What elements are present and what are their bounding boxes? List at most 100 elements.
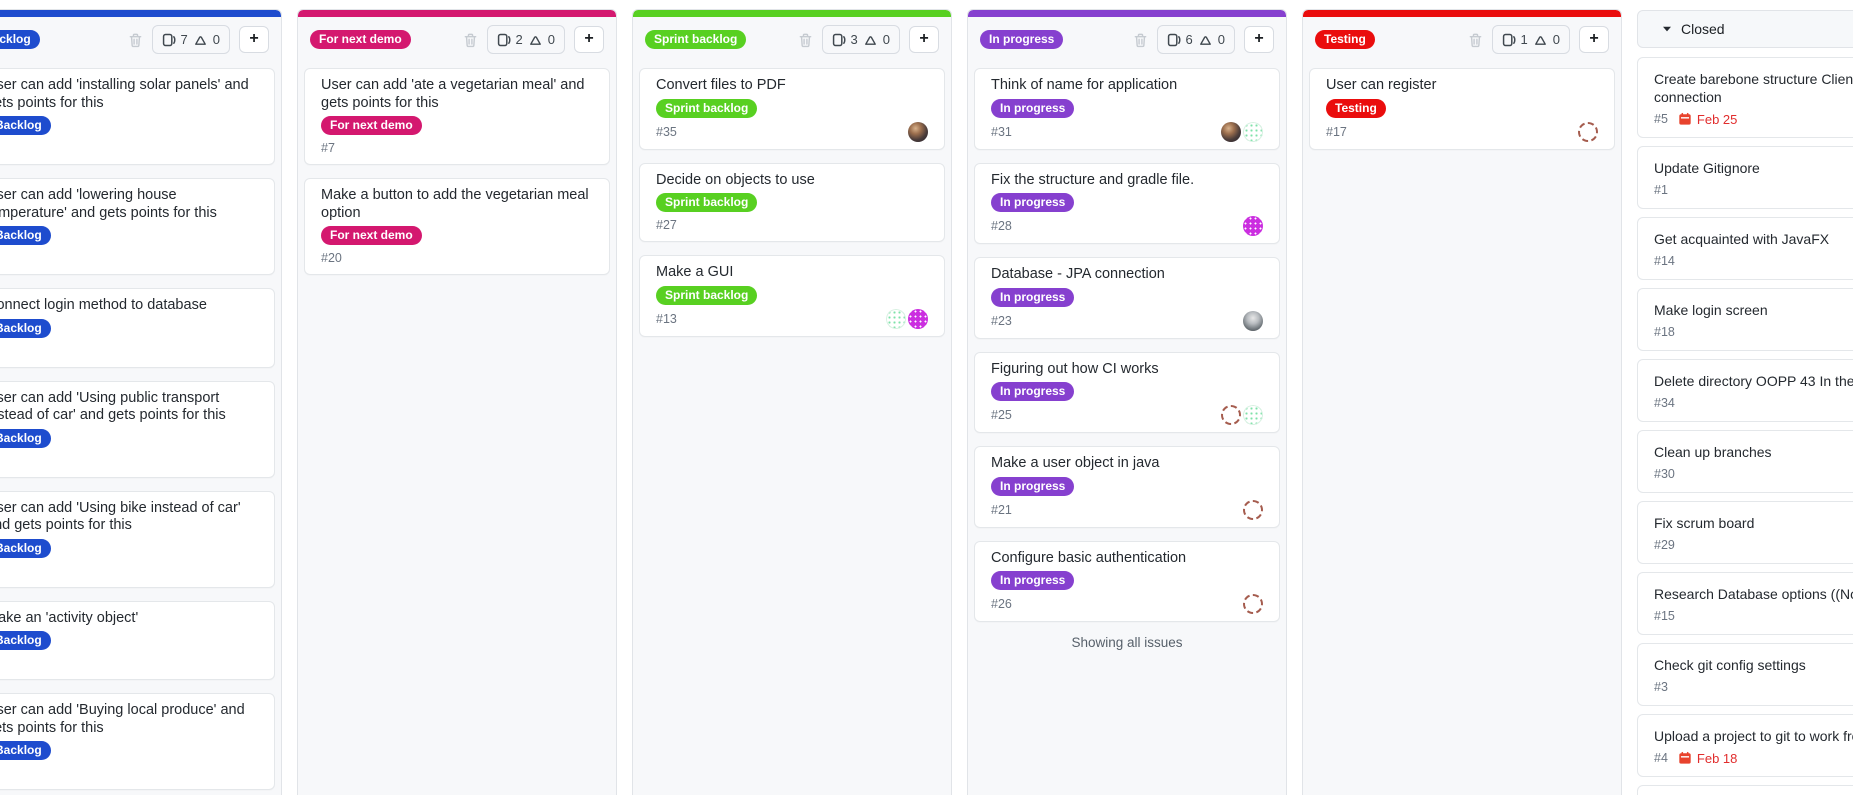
card-meta-row: #17 bbox=[1326, 121, 1598, 142]
avatar-identicon-ring[interactable] bbox=[1243, 594, 1263, 614]
card-title[interactable]: Get acquainted with JavaFX bbox=[1654, 231, 1830, 247]
avatar-identicon-green[interactable] bbox=[886, 308, 906, 329]
card-title[interactable]: Think of name for application bbox=[991, 77, 1178, 93]
due-date: Feb 25 bbox=[1678, 112, 1737, 127]
issue-label: Backlog bbox=[0, 741, 51, 760]
card-title[interactable]: Clean up branches bbox=[1654, 444, 1772, 460]
card-meta-row: #21 bbox=[991, 499, 1263, 520]
closed-column-header[interactable]: Closed bbox=[1637, 10, 1853, 48]
issue-card[interactable]: Figuring out how CI works In progress #25 bbox=[974, 351, 1280, 433]
issue-card[interactable]: Configure basic authentication In progres… bbox=[974, 540, 1280, 622]
card-count: 6 bbox=[1185, 32, 1193, 47]
closed-issue-card[interactable]: Make login screen #18 bbox=[1637, 288, 1853, 351]
issue-number: #4 bbox=[1654, 751, 1668, 765]
issue-card[interactable]: Decide on objects to use Sprint backlog #2… bbox=[639, 162, 945, 242]
issue-card[interactable]: User can add 'lowering house temperature… bbox=[0, 178, 275, 275]
issue-card[interactable]: Make a button to add the vegetarian meal… bbox=[304, 178, 610, 275]
add-card-button[interactable]: + bbox=[239, 26, 269, 53]
card-title[interactable]: Database - JPA connection bbox=[991, 266, 1165, 282]
issue-card[interactable]: Make a GUI Sprint backlog #13 bbox=[639, 255, 945, 337]
trash-button[interactable] bbox=[1468, 32, 1483, 48]
card-title[interactable]: Make a GUI bbox=[656, 264, 734, 280]
trash-button[interactable] bbox=[798, 32, 813, 48]
issue-card[interactable]: Convert files to PDF Sprint backlog #35 bbox=[639, 68, 945, 150]
card-title[interactable]: Figuring out how CI works bbox=[991, 360, 1159, 377]
trash-button[interactable] bbox=[128, 32, 143, 48]
issue-card[interactable]: User can add 'Buying local produce' and … bbox=[0, 693, 275, 790]
card-meta-row bbox=[0, 654, 258, 672]
issue-card[interactable]: User can add 'Using bike instead of car'… bbox=[0, 490, 275, 588]
closed-issue-card[interactable]: Create barebone structure Client-Server … bbox=[1637, 57, 1853, 138]
column-for-next-demo: For next demo 2 0 + User can add 'ate a vege… bbox=[297, 9, 617, 795]
issue-card[interactable]: Fix the structure and gradle file. In pro… bbox=[974, 162, 1280, 244]
closed-issue-card[interactable]: Fix scrum board #29 bbox=[1637, 501, 1853, 564]
avatar-photo-dark[interactable] bbox=[1221, 121, 1241, 142]
card-meta-row bbox=[0, 342, 258, 360]
card-title[interactable]: Decide on objects to use bbox=[656, 171, 815, 188]
card-title[interactable]: User can register bbox=[1326, 77, 1437, 93]
avatar-photo-dark[interactable] bbox=[908, 121, 928, 142]
issue-card[interactable]: Connect login method to database Backlog bbox=[0, 288, 275, 368]
card-title[interactable]: Connect login method to database bbox=[0, 297, 207, 313]
closed-issue-card[interactable]: Check git config settings #3 bbox=[1637, 643, 1853, 706]
card-title[interactable]: User can add 'ate a vegetarian meal' and… bbox=[321, 77, 585, 111]
avatar-identicon-ring[interactable] bbox=[1578, 121, 1598, 142]
card-count: 7 bbox=[180, 32, 188, 47]
issue-card[interactable]: User can add 'ate a vegetarian meal' and… bbox=[304, 68, 610, 165]
avatar-identicon-ring[interactable] bbox=[1243, 499, 1263, 520]
closed-issue-card[interactable]: Delete directory OOPP 43 In the beginnin… bbox=[1637, 359, 1853, 422]
avatar-identicon-green[interactable] bbox=[1243, 405, 1263, 425]
card-title[interactable]: Configure basic authentication bbox=[991, 549, 1187, 566]
closed-issue-card[interactable]: Update Gitignore #1 bbox=[1637, 146, 1853, 209]
card-label-row: In progress bbox=[991, 571, 1263, 590]
card-title[interactable]: Make an 'activity object' bbox=[0, 609, 139, 626]
card-title[interactable]: Delete directory OOPP 43 In the beginnin… bbox=[1654, 373, 1853, 389]
column-backlog: Backlog70+User can add 'installing solar… bbox=[0, 9, 282, 795]
avatar-identicon-green[interactable] bbox=[1243, 121, 1263, 142]
card-title[interactable]: Convert files to PDF bbox=[656, 77, 786, 93]
issue-card[interactable]: Database - JPA connection In progress #23 bbox=[974, 257, 1280, 339]
card-title[interactable]: Fix scrum board bbox=[1654, 515, 1755, 531]
add-card-button[interactable]: + bbox=[1244, 26, 1274, 53]
card-title[interactable]: Make a user object in java bbox=[991, 455, 1160, 471]
issue-card[interactable]: User can add 'Using public transport ins… bbox=[0, 380, 275, 478]
avatar-identicon-ring[interactable] bbox=[1221, 405, 1241, 425]
closed-column-cards: Create barebone structure Client-Server … bbox=[1637, 57, 1853, 795]
card-meta-row bbox=[0, 249, 258, 267]
closed-issue-card[interactable]: Clean up branches #30 bbox=[1637, 430, 1853, 493]
card-title[interactable]: User can add 'Using public transport ins… bbox=[0, 389, 226, 424]
add-card-button[interactable]: + bbox=[1579, 26, 1609, 53]
card-title[interactable]: Make a button to add the vegetarian meal… bbox=[321, 187, 589, 221]
issue-number: #26 bbox=[991, 597, 1012, 611]
card-title[interactable]: Check git config settings bbox=[1654, 657, 1806, 673]
card-title[interactable]: Research Database options ((No)SQL?) bbox=[1654, 586, 1853, 602]
card-title[interactable]: User can add 'lowering house temperature… bbox=[0, 187, 217, 221]
card-title[interactable]: Update Gitignore bbox=[1654, 160, 1760, 176]
avatar-photo-gray[interactable] bbox=[1243, 310, 1263, 331]
trash-button[interactable] bbox=[463, 32, 478, 48]
issue-card[interactable]: Make an 'activity object' Backlog bbox=[0, 600, 275, 680]
add-card-button[interactable]: + bbox=[574, 26, 604, 53]
card-title[interactable]: Create barebone structure Client-Server … bbox=[1654, 71, 1853, 105]
trash-button[interactable] bbox=[1133, 32, 1148, 48]
issue-number: #34 bbox=[1654, 396, 1675, 410]
card-title[interactable]: User can add 'Buying local produce' and … bbox=[0, 702, 245, 736]
issue-card[interactable]: User can register Testing #17 bbox=[1309, 68, 1615, 150]
issue-card[interactable]: User can add 'installing solar panels' a… bbox=[0, 68, 275, 165]
card-title[interactable]: User can add 'installing solar panels' a… bbox=[0, 77, 249, 111]
issue-card[interactable]: Think of name for application In progress… bbox=[974, 68, 1280, 150]
closed-issue-card[interactable]: Research Database options ((No)SQL?) #15 bbox=[1637, 572, 1853, 635]
card-title[interactable]: Upload a project to git to work from bbox=[1654, 728, 1853, 744]
card-meta-row: #15 bbox=[1654, 608, 1853, 624]
closed-issue-card[interactable]: Upload a project to git to work from #4 Fe… bbox=[1637, 714, 1853, 777]
add-card-button[interactable]: + bbox=[909, 26, 939, 53]
card-label-row: Backlog bbox=[0, 741, 258, 760]
closed-issue-card[interactable]: Fill in Forms about git bbox=[1637, 785, 1853, 795]
closed-issue-card[interactable]: Get acquainted with JavaFX #14 bbox=[1637, 217, 1853, 280]
card-title[interactable]: Fix the structure and gradle file. bbox=[991, 171, 1195, 188]
avatar-identicon-magenta[interactable] bbox=[908, 308, 928, 329]
card-title[interactable]: User can add 'Using bike instead of car'… bbox=[0, 499, 241, 534]
card-title[interactable]: Make login screen bbox=[1654, 302, 1768, 318]
avatar-identicon-magenta[interactable] bbox=[1243, 216, 1263, 236]
issue-card[interactable]: Make a user object in java In progress #21 bbox=[974, 446, 1280, 528]
